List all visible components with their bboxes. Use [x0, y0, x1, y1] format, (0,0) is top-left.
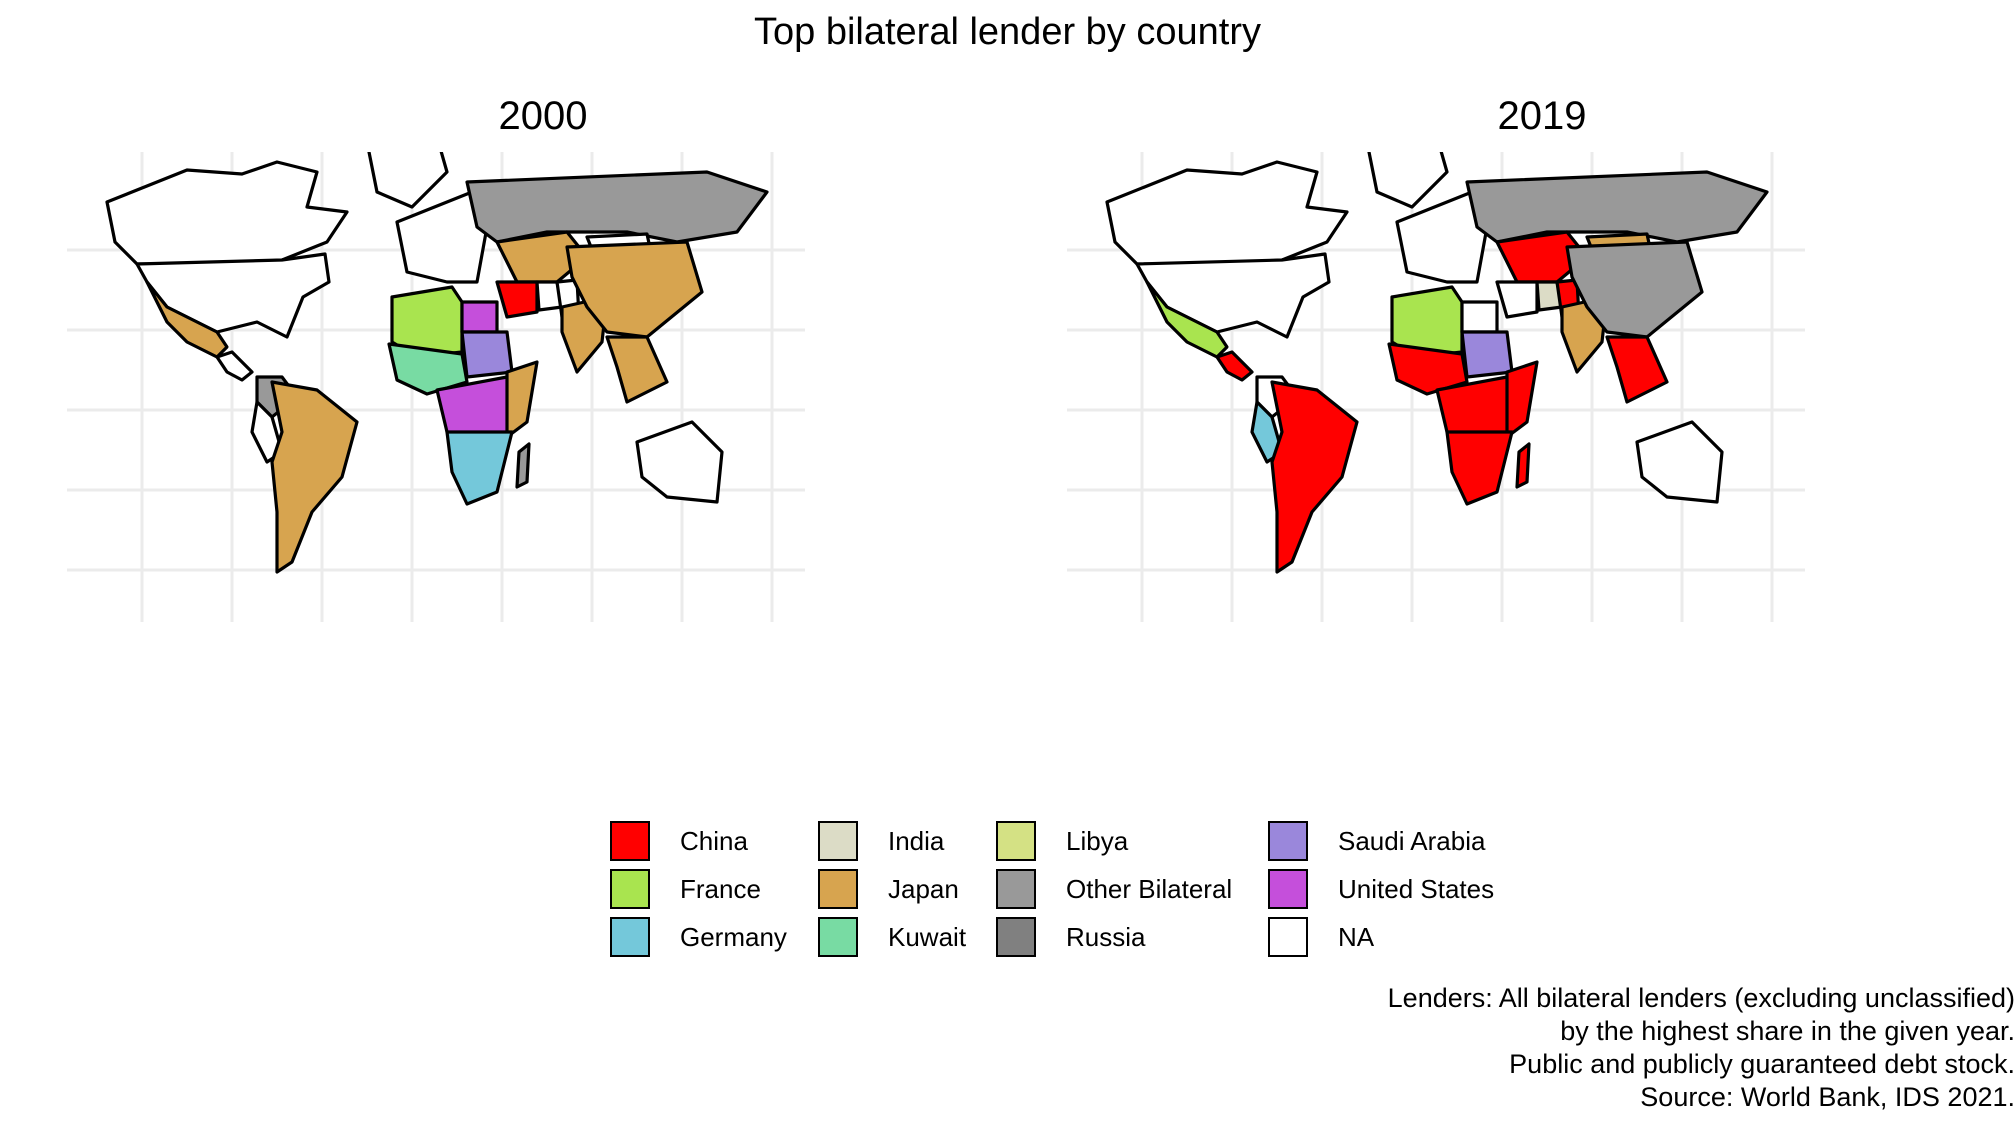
legend-swatch: [610, 869, 650, 909]
legend-swatch: [818, 869, 858, 909]
panel-title-2019: 2019: [1497, 94, 1587, 138]
legend-label: Japan: [888, 874, 959, 904]
region-southeast-asia: [1605, 335, 1669, 404]
legend-label: France: [680, 874, 761, 904]
legend-label: United States: [1338, 874, 1495, 904]
region-mexico: [145, 280, 229, 359]
legend-swatch: [1268, 869, 1308, 909]
legend-label: Saudi Arabia: [1338, 826, 1486, 856]
legend-label: Germany: [680, 922, 787, 952]
legend-swatch: [996, 917, 1036, 957]
region-south-america: [270, 380, 359, 574]
caption-line: Public and publicly guaranteed debt stoc…: [1509, 1049, 2015, 1079]
region-australia: [1635, 420, 1724, 504]
region-southeast-asia: [605, 335, 669, 404]
legend-label: India: [888, 826, 945, 856]
world-map-2019: [1067, 152, 1805, 622]
region-east-africa: [505, 360, 539, 439]
region-china: [1565, 240, 1704, 339]
region-china: [565, 240, 704, 339]
region-usa: [135, 252, 331, 339]
legend-swatch: [610, 821, 650, 861]
region-russia: [465, 170, 769, 244]
region-mexico: [1145, 280, 1229, 359]
region-egypt: [460, 300, 499, 334]
region-australia: [635, 420, 724, 504]
region-north-west-africa: [1390, 285, 1464, 359]
region-iran: [1495, 280, 1539, 319]
region-egypt: [1460, 300, 1499, 334]
region-sudan: [1460, 330, 1514, 379]
panel-title-2000: 2000: [498, 94, 588, 138]
legend-swatch: [610, 917, 650, 957]
region-central-america: [215, 350, 254, 382]
world-map-2000: [67, 152, 805, 622]
region-north-west-africa: [390, 285, 464, 359]
region-madagascar: [1515, 442, 1531, 489]
legend-label: Other Bilateral: [1066, 874, 1233, 904]
region-sudan: [460, 330, 514, 379]
region-south-america: [1270, 380, 1359, 574]
region-greenland: [1367, 152, 1449, 209]
legend-swatch: [996, 821, 1036, 861]
legend-swatch: [1268, 917, 1308, 957]
caption-line: by the highest share in the given year.: [1560, 1016, 2015, 1046]
legend-swatch: [818, 917, 858, 957]
region-southern-africa: [445, 430, 514, 506]
legend-swatch: [996, 869, 1036, 909]
legend-label: Kuwait: [888, 922, 967, 952]
region-madagascar: [515, 442, 531, 489]
legend-label: Russia: [1066, 922, 1146, 952]
region-southern-africa: [1445, 430, 1514, 506]
region-russia: [1465, 170, 1769, 244]
legend-swatch: [1268, 821, 1308, 861]
caption-line: Lenders: All bilateral lenders (excludin…: [1387, 983, 2015, 1013]
legend-label: China: [680, 826, 748, 856]
chart-title: Top bilateral lender by country: [754, 11, 1261, 53]
region-east-africa: [1505, 360, 1539, 439]
legend-swatch: [818, 821, 858, 861]
legend-label: Libya: [1066, 826, 1129, 856]
region-central-america: [1215, 350, 1254, 382]
region-greenland: [367, 152, 449, 209]
region-iran: [495, 280, 539, 319]
caption-line: Source: World Bank, IDS 2021.: [1640, 1082, 2015, 1112]
legend: China France Germany India Japan Kuwait …: [610, 820, 1510, 965]
legend-label: NA: [1338, 922, 1375, 952]
caption: Lenders: All bilateral lenders (excludin…: [1115, 982, 2015, 1114]
region-usa: [1135, 252, 1331, 339]
